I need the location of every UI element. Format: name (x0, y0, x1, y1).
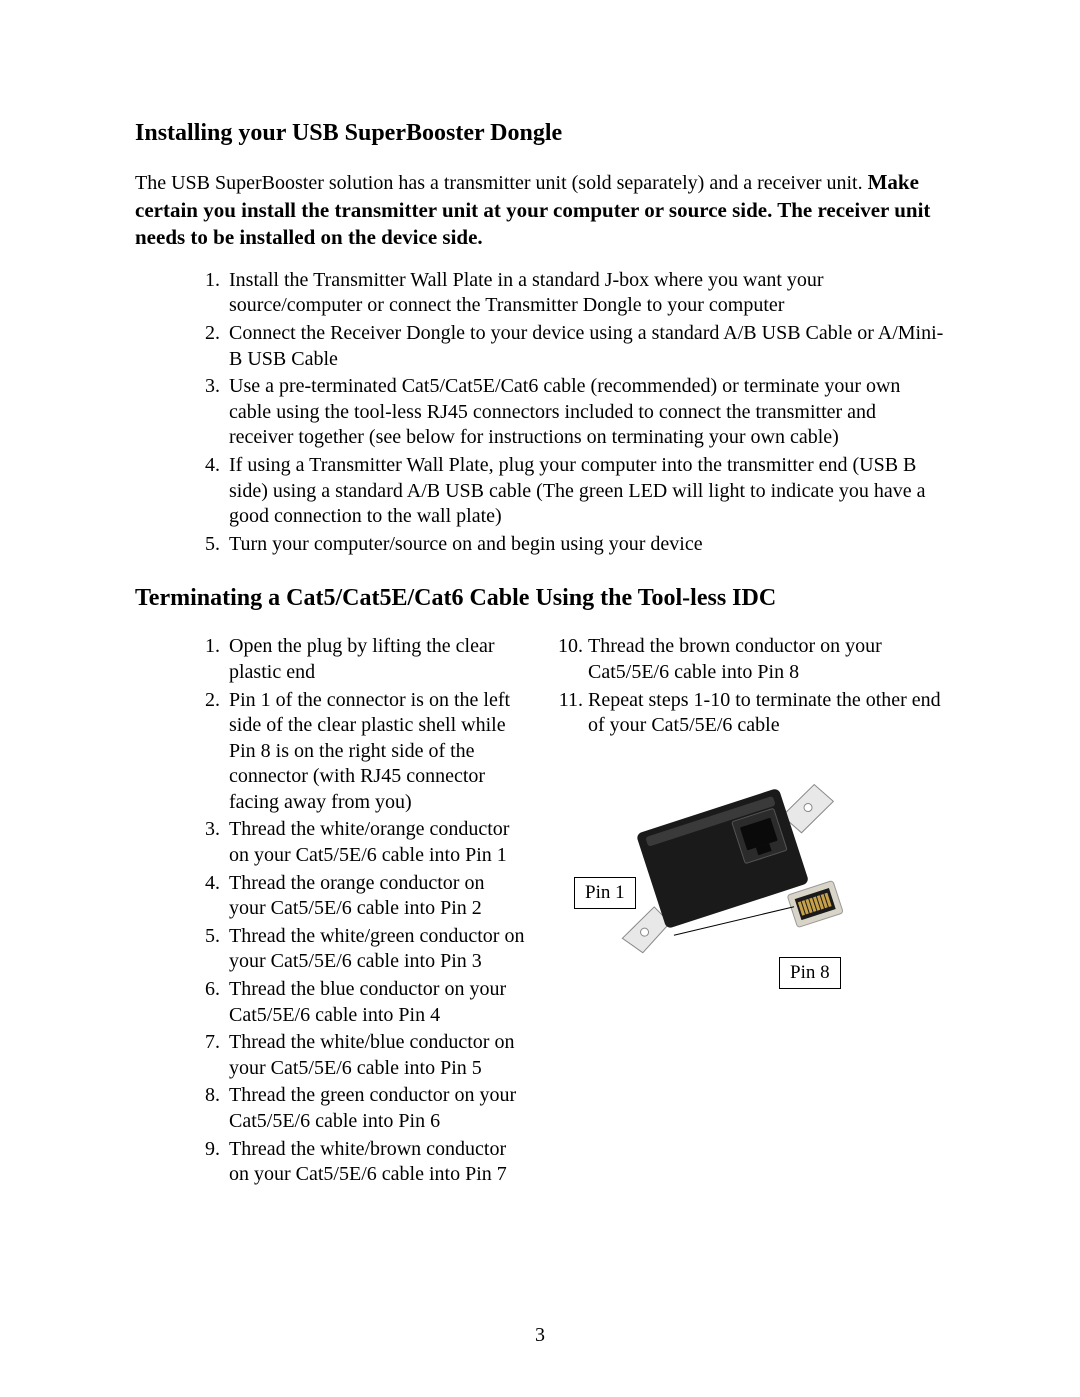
left-column: Open the plug by lifting the clear plast… (135, 634, 526, 1189)
termination-steps-left: Open the plug by lifting the clear plast… (135, 634, 526, 1187)
page-number: 3 (0, 1324, 1080, 1347)
pin1-label: Pin 1 (574, 877, 636, 909)
right-column: Thread the brown conductor on your Cat5/… (554, 634, 945, 1189)
term-step: Thread the brown conductor on your Cat5/… (588, 634, 945, 685)
install-steps-list: Install the Transmitter Wall Plate in a … (135, 268, 945, 558)
document-page: Installing your USB SuperBooster Dongle … (0, 0, 1080, 1397)
term-step: Thread the white/orange conductor on you… (225, 817, 526, 868)
term-step: Thread the white/blue conductor on your … (225, 1030, 526, 1081)
install-step: Turn your computer/source on and begin u… (225, 532, 945, 558)
term-step: Repeat steps 1-10 to terminate the other… (588, 688, 945, 739)
intro-paragraph: The USB SuperBooster solution has a tran… (135, 169, 945, 252)
two-column-section: Open the plug by lifting the clear plast… (135, 634, 945, 1189)
term-step: Thread the white/brown conductor on your… (225, 1137, 526, 1188)
termination-steps-right: Thread the brown conductor on your Cat5/… (554, 634, 945, 738)
term-step: Thread the blue conductor on your Cat5/5… (225, 977, 526, 1028)
term-step: Thread the orange conductor on your Cat5… (225, 871, 526, 922)
heading-installing: Installing your USB SuperBooster Dongle (135, 120, 945, 147)
install-step: Install the Transmitter Wall Plate in a … (225, 268, 945, 319)
term-step: Thread the white/green conductor on your… (225, 924, 526, 975)
connector-figure: Pin 1 Pin 8 (554, 749, 874, 1009)
heading-terminating: Terminating a Cat5/Cat5E/Cat6 Cable Usin… (135, 585, 945, 612)
term-step: Pin 1 of the connector is on the left si… (225, 688, 526, 816)
install-step: Connect the Receiver Dongle to your devi… (225, 321, 945, 372)
pin8-label: Pin 8 (779, 957, 841, 989)
intro-plain: The USB SuperBooster solution has a tran… (135, 172, 868, 194)
install-step: Use a pre-terminated Cat5/Cat5E/Cat6 cab… (225, 374, 945, 451)
install-step: If using a Transmitter Wall Plate, plug … (225, 453, 945, 530)
term-step: Open the plug by lifting the clear plast… (225, 634, 526, 685)
term-step: Thread the green conductor on your Cat5/… (225, 1083, 526, 1134)
